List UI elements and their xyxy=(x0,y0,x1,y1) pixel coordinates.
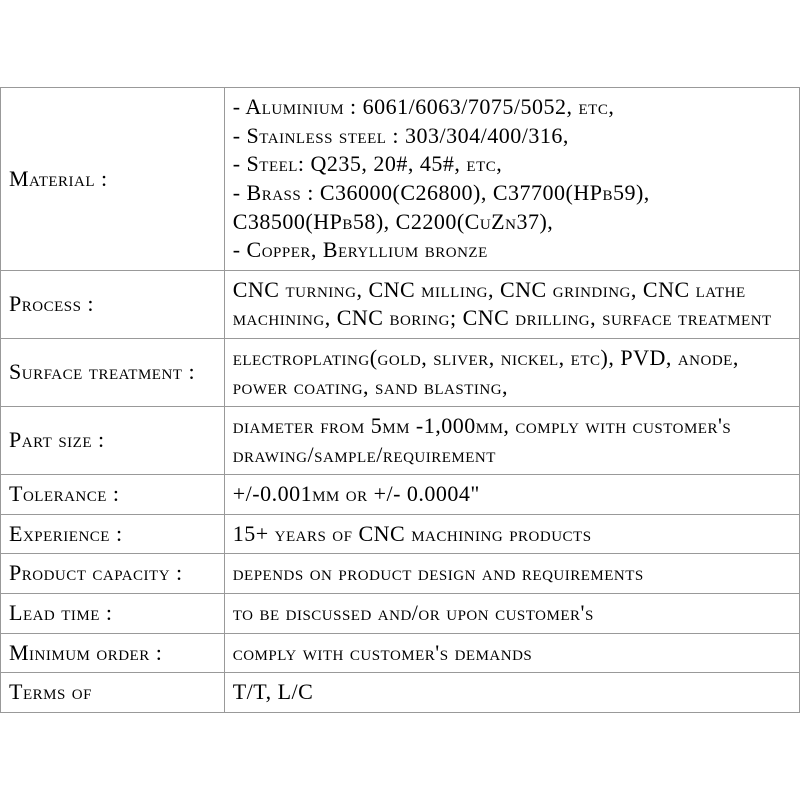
table-row: Tolerance : +/-0.001mm or +/- 0.0004" xyxy=(1,475,800,515)
spec-value: comply with customer's demands xyxy=(224,633,799,673)
spec-value: 15+ years of CNC machining products xyxy=(224,514,799,554)
table-row: Terms of T/T, L/C xyxy=(1,673,800,713)
spec-label: Surface treatment : xyxy=(1,338,225,406)
table-row: Lead time : to be discussed and/or upon … xyxy=(1,594,800,634)
spec-label: Material : xyxy=(1,88,225,271)
spec-value: depends on product design and requiremen… xyxy=(224,554,799,594)
table-row: Minimum order : comply with customer's d… xyxy=(1,633,800,673)
spec-value: T/T, L/C xyxy=(224,673,799,713)
material-line: - Brass : C36000(C26800), C37700(HPb59),… xyxy=(233,179,791,236)
spec-label: Minimum order : xyxy=(1,633,225,673)
table-row: Surface treatment : electroplating(gold,… xyxy=(1,338,800,406)
table-row: Process : CNC turning, CNC milling, CNC … xyxy=(1,270,800,338)
material-line: - Copper, Beryllium bronze xyxy=(233,236,791,265)
spec-table-body: Material : - Aluminium : 6061/6063/7075/… xyxy=(1,88,800,713)
spec-value: to be discussed and/or upon customer's xyxy=(224,594,799,634)
spec-label: Lead time : xyxy=(1,594,225,634)
table-row: Product capacity : depends on product de… xyxy=(1,554,800,594)
spec-table: Material : - Aluminium : 6061/6063/7075/… xyxy=(0,87,800,713)
spec-value: diameter from 5mm -1,000mm, comply with … xyxy=(224,407,799,475)
table-row: Experience : 15+ years of CNC machining … xyxy=(1,514,800,554)
material-line: - Aluminium : 6061/6063/7075/5052, etc, xyxy=(233,93,791,122)
spec-label: Product capacity : xyxy=(1,554,225,594)
material-line: - Stainless steel : 303/304/400/316, xyxy=(233,122,791,151)
spec-value: CNC turning, CNC milling, CNC grinding, … xyxy=(224,270,799,338)
spec-value: electroplating(gold, sliver, nickel, etc… xyxy=(224,338,799,406)
spec-label: Part size : xyxy=(1,407,225,475)
spec-value: - Aluminium : 6061/6063/7075/5052, etc, … xyxy=(224,88,799,271)
table-row: Material : - Aluminium : 6061/6063/7075/… xyxy=(1,88,800,271)
spec-label: Experience : xyxy=(1,514,225,554)
spec-label: Tolerance : xyxy=(1,475,225,515)
spec-label: Terms of xyxy=(1,673,225,713)
table-row: Part size : diameter from 5mm -1,000mm, … xyxy=(1,407,800,475)
spec-label: Process : xyxy=(1,270,225,338)
spec-value: +/-0.001mm or +/- 0.0004" xyxy=(224,475,799,515)
material-line: - Steel: Q235, 20#, 45#, etc, xyxy=(233,150,791,179)
